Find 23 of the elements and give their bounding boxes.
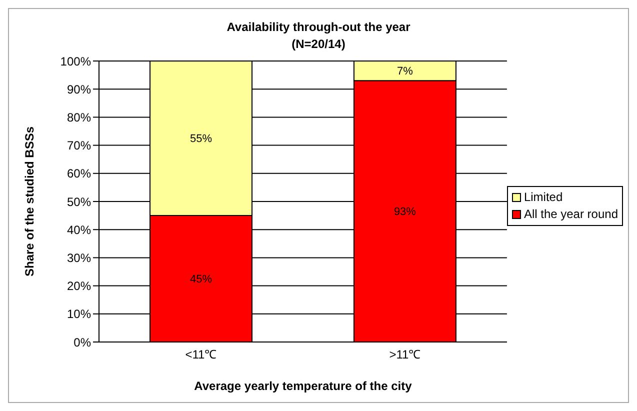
data-label: 45% <box>190 274 212 286</box>
x-tick-label: <11℃ <box>185 348 217 362</box>
y-tick-label: 10% <box>66 307 92 322</box>
y-tick-label: 60% <box>66 166 92 181</box>
x-tick-label: >11℃ <box>389 348 421 362</box>
legend-label: Limited <box>524 188 563 206</box>
chart-subtitle: (N=20/14) <box>290 36 346 53</box>
x-axis-title: Average yearly temperature of the city <box>194 379 412 393</box>
data-label: 55% <box>190 133 212 146</box>
y-tick-label: 40% <box>66 222 92 237</box>
y-axis-title: Share of the studied BSSs <box>22 126 36 277</box>
y-tick-label: 90% <box>66 82 92 96</box>
y-tick-label: 80% <box>66 110 92 124</box>
data-label: 7% <box>397 66 414 78</box>
y-tick-label: 20% <box>66 279 92 294</box>
chart-title: Availability through-out the year <box>226 19 412 36</box>
y-tick-label: 70% <box>66 138 92 153</box>
data-label: 93% <box>394 206 416 218</box>
y-tick-label: 50% <box>66 194 92 209</box>
legend-label: All the year round <box>524 206 618 222</box>
y-tick-label: 30% <box>66 250 92 265</box>
y-tick-label: 100% <box>60 54 92 68</box>
y-tick-label: 0% <box>74 335 92 350</box>
